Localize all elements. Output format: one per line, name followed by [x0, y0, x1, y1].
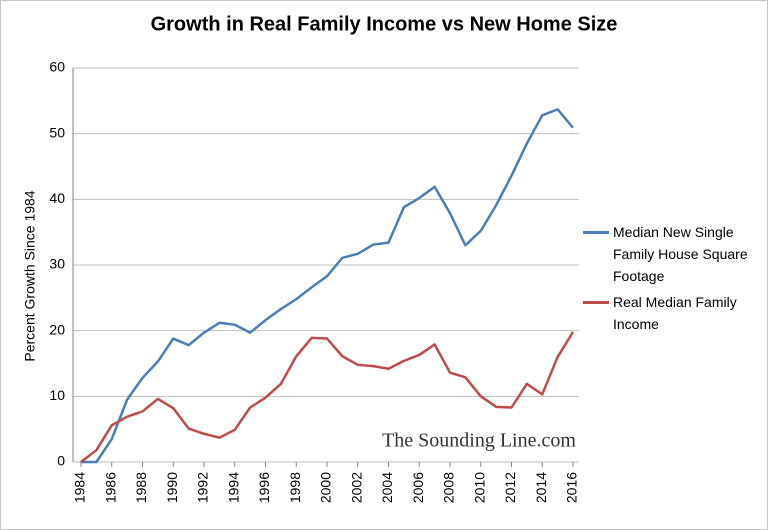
- series-line: [81, 108, 574, 464]
- legend-swatch: [583, 301, 609, 304]
- legend-label: Real Median Family Income: [613, 294, 737, 332]
- x-tick-label: 1988: [133, 472, 149, 503]
- legend-item: Real Median Family Income: [583, 291, 763, 335]
- watermark: The Sounding Line.com: [382, 430, 576, 452]
- y-tick-label: 20: [49, 321, 65, 337]
- series-line: [80, 331, 575, 463]
- x-tick-label: 2008: [441, 472, 457, 503]
- y-tick-label: 10: [49, 387, 65, 403]
- y-tick-label: 0: [57, 453, 65, 469]
- x-tick-label: 2010: [471, 472, 487, 503]
- x-tick-label: 1996: [256, 472, 272, 503]
- x-tick-label: 2004: [379, 472, 395, 503]
- x-tick-label: 1992: [195, 472, 211, 503]
- x-tick-label: 1990: [164, 472, 180, 503]
- x-tick-label: 2002: [348, 472, 364, 503]
- x-tick-label: 1998: [287, 472, 303, 503]
- x-tick-label: 1984: [72, 472, 88, 503]
- legend-label: Median New Single Family House Square Fo…: [613, 224, 748, 284]
- x-tick-label: 2000: [318, 472, 334, 503]
- x-tick-label: 1986: [102, 472, 118, 503]
- y-tick-label: 60: [49, 59, 65, 75]
- x-tick-label: 2006: [410, 472, 426, 503]
- x-tick-label: 2012: [502, 472, 518, 503]
- x-tick-label: 2014: [533, 472, 549, 503]
- y-axis-label: Percent Growth Since 1984: [22, 190, 38, 361]
- chart-title: Growth in Real Family Income vs New Home…: [151, 13, 618, 35]
- y-tick-label: 50: [49, 124, 65, 140]
- x-tick-label: 1994: [225, 472, 241, 503]
- x-tick-label: 2016: [564, 472, 580, 503]
- legend-item: Median New Single Family House Square Fo…: [583, 221, 763, 287]
- y-tick-label: 30: [49, 256, 65, 272]
- legend-swatch: [583, 231, 609, 234]
- y-tick-label: 40: [49, 190, 65, 206]
